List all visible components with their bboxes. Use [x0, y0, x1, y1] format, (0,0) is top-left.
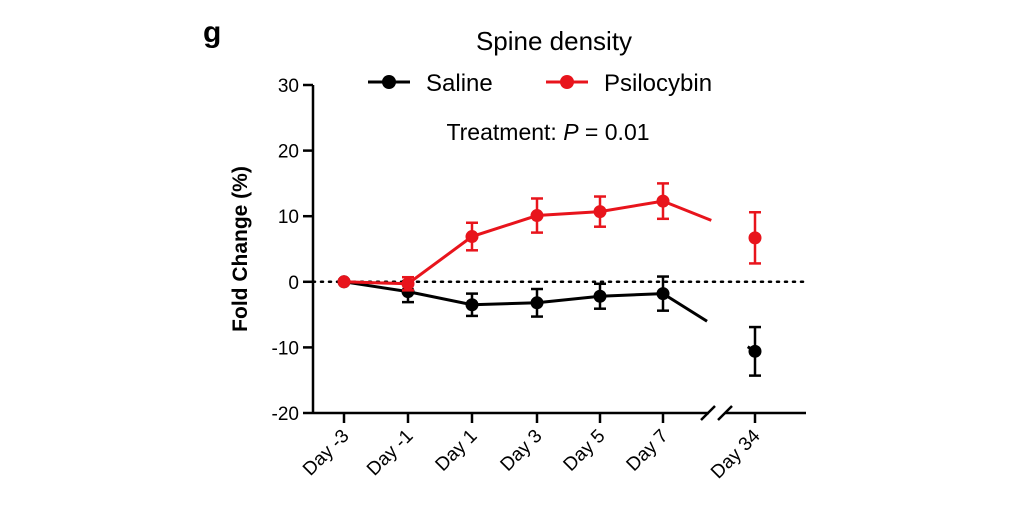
data-point-psilocybin — [530, 209, 544, 223]
series-line-break-saline — [662, 292, 756, 353]
data-point-saline — [656, 287, 670, 301]
x-tick-label: Day 3 — [497, 426, 547, 476]
panel-label: g — [203, 16, 221, 49]
legend-item-saline: Saline — [368, 70, 493, 97]
y-tick-label: 30 — [278, 76, 299, 97]
legend-marker-psilocybin — [560, 75, 574, 89]
legend-label-psilocybin: Psilocybin — [604, 70, 712, 97]
data-point-psilocybin — [593, 205, 607, 219]
annotation-p-symbol: P — [563, 119, 579, 145]
data-point-saline — [748, 344, 762, 358]
x-tick-label: Day 1 — [432, 426, 482, 476]
plot-area — [311, 182, 808, 377]
series-line-psilocybin — [343, 199, 664, 286]
data-point-psilocybin — [656, 194, 670, 208]
series-line-break-psilocybin — [662, 199, 756, 240]
annotation-value: = 0.01 — [579, 119, 650, 145]
x-tick-label: Day -1 — [363, 426, 417, 480]
x-tick-label: Day 7 — [623, 426, 673, 476]
data-point-saline — [530, 296, 544, 310]
series-saline — [337, 275, 762, 377]
series-psilocybin — [337, 182, 762, 292]
data-point-saline — [465, 298, 479, 312]
annotation-prefix: Treatment: — [446, 119, 563, 145]
y-tick-label: -10 — [272, 338, 299, 359]
x-tick-label: Day 5 — [560, 426, 610, 476]
data-point-psilocybin — [748, 231, 762, 245]
y-tick-label: 10 — [278, 207, 299, 228]
legend-marker-saline — [382, 75, 396, 89]
data-point-saline — [593, 289, 607, 303]
x-tick-label: Day -3 — [299, 426, 353, 480]
x-tick-label: Day 34 — [707, 425, 765, 483]
legend-item-psilocybin: Psilocybin — [546, 70, 712, 97]
treatment-annotation: Treatment: P = 0.01 — [446, 119, 649, 145]
data-point-psilocybin — [337, 275, 351, 289]
data-point-psilocybin — [465, 230, 479, 244]
legend: Saline Psilocybin — [368, 70, 712, 97]
y-tick-label: 0 — [288, 273, 299, 294]
y-tick-label: 20 — [278, 142, 299, 163]
axis-break-mark — [717, 405, 733, 421]
chart-title: Spine density — [476, 26, 632, 56]
y-axis-label: Fold Change (%) — [229, 166, 252, 332]
data-point-psilocybin — [401, 277, 415, 291]
y-tick-label: -20 — [272, 404, 299, 425]
legend-label-saline: Saline — [426, 70, 493, 97]
series-line-saline — [343, 280, 664, 307]
axis-break-mark — [700, 405, 716, 421]
